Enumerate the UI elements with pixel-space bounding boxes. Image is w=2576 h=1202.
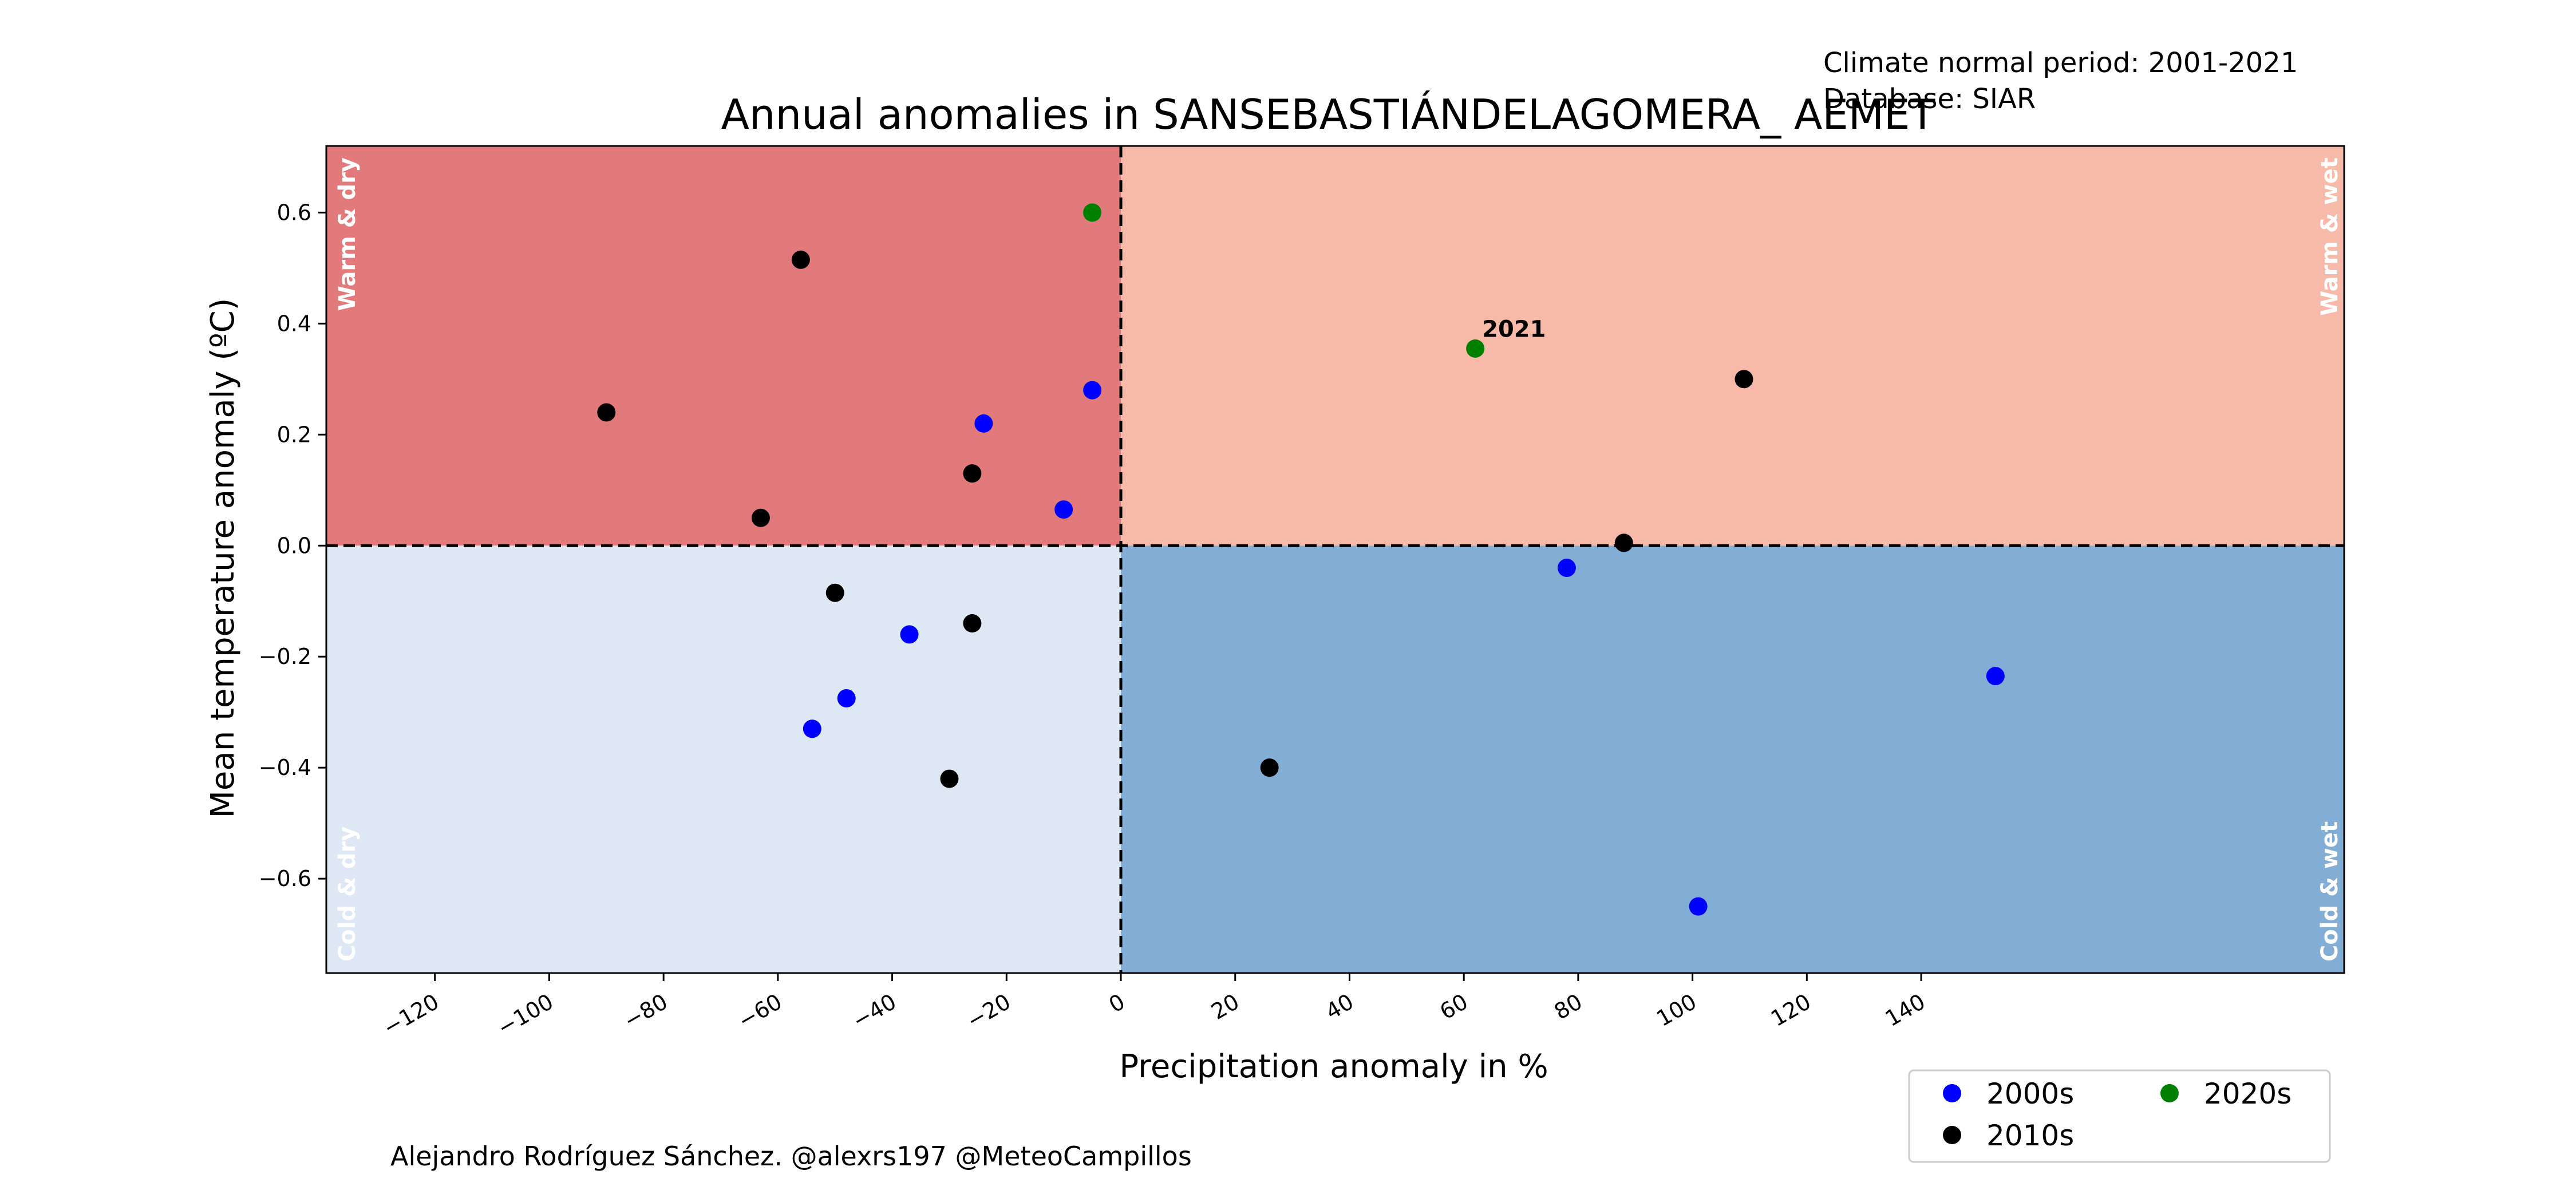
data-point-2000s — [1557, 559, 1576, 578]
data-point-2000s — [1054, 500, 1073, 519]
data-point-2010s — [751, 508, 770, 527]
x-tick-label: −20 — [962, 989, 1014, 1034]
x-tick-label: 80 — [1550, 989, 1587, 1025]
data-point-2000s — [837, 689, 856, 707]
x-tick-label: 100 — [1652, 989, 1701, 1031]
y-tick-label: 0.4 — [277, 311, 311, 336]
legend-items: 2000s 2010s 2020s — [1943, 1077, 2291, 1152]
data-point-2000s — [974, 414, 993, 433]
data-points — [597, 203, 2005, 916]
quadrant-cold-wet — [1121, 545, 2344, 973]
data-point-2010s — [1735, 370, 1753, 389]
data-point-2010s — [963, 464, 982, 483]
legend-marker-2020s — [2160, 1084, 2179, 1102]
data-point-2010s — [1614, 533, 1633, 552]
x-tick-label: −100 — [493, 989, 558, 1041]
point-annotation: 2021 — [1482, 317, 1546, 343]
plot-frame — [325, 145, 2345, 974]
data-point-2010s — [791, 250, 810, 269]
y-tick-label: 0.0 — [277, 533, 311, 558]
author-credit: Alejandro Rodríguez Sánchez. @alexrs197 … — [390, 1141, 1192, 1172]
y-tick-label: 0.6 — [277, 200, 311, 225]
x-tick-label: 120 — [1767, 989, 1815, 1031]
x-tick-label: −60 — [734, 989, 786, 1034]
quadrant-cold-dry — [326, 545, 1121, 973]
database-note: Database: SIAR — [1823, 83, 2036, 115]
data-point-2020s — [1466, 339, 1485, 358]
data-point-2000s — [1083, 381, 1102, 400]
legend-marker-2010s — [1943, 1126, 1961, 1144]
x-tick-label: 140 — [1881, 989, 1930, 1031]
data-point-2000s — [1986, 667, 2005, 686]
chart-title: Annual anomalies in SANSEBASTIÁNDELAGOME… — [721, 90, 1936, 139]
data-point-2020s — [1083, 203, 1102, 222]
x-tick-label: 40 — [1321, 989, 1358, 1025]
legend-label-2020s: 2020s — [2204, 1077, 2291, 1110]
quadrant-label-cold-wet: Cold & wet — [2317, 821, 2343, 962]
quadrant-label-warm-dry: Warm & dry — [334, 157, 361, 311]
data-point-2000s — [803, 719, 821, 738]
quadrant-label-cold-dry: Cold & dry — [334, 827, 361, 962]
legend-marker-2000s — [1943, 1084, 1961, 1102]
x-tick-label: 20 — [1207, 989, 1243, 1025]
data-point-2010s — [825, 583, 844, 602]
data-point-2010s — [1260, 758, 1279, 777]
normal-period-note: Climate normal period: 2001-2021 — [1823, 47, 2298, 79]
x-axis-ticks: −120 −100 −80 −60 −40 −20 0 20 40 60 80 100 120 140 — [379, 973, 1930, 1041]
data-point-2010s — [963, 614, 982, 633]
y-tick-label: 0.2 — [277, 422, 311, 447]
legend: 2000s 2010s 2020s — [1908, 1069, 2331, 1163]
legend-box — [1908, 1069, 2331, 1163]
legend-label-2000s: 2000s — [1986, 1077, 2074, 1110]
y-tick-label: −0.2 — [259, 644, 311, 669]
x-tick-label: 60 — [1436, 989, 1472, 1025]
x-tick-label: −40 — [848, 989, 900, 1034]
data-point-2010s — [597, 403, 616, 422]
quadrant-warm-wet — [1121, 146, 2344, 546]
quadrant-label-warm-wet: Warm & wet — [2317, 157, 2343, 316]
y-tick-label: −0.6 — [259, 866, 311, 891]
x-tick-label: −120 — [379, 989, 443, 1041]
x-tick-label: 0 — [1105, 989, 1129, 1018]
data-point-2010s — [940, 769, 959, 788]
y-tick-label: −0.4 — [259, 755, 311, 780]
quadrant-backgrounds — [326, 146, 2344, 973]
legend-label-2010s: 2010s — [1986, 1119, 2074, 1152]
y-axis-ticks: 0.6 0.4 0.2 0.0 −0.2 −0.4 −0.6 — [259, 200, 326, 891]
y-axis-label: Mean temperature anomaly (ºC) — [204, 298, 242, 819]
data-point-2000s — [900, 625, 919, 644]
annotations: 2021 — [1482, 317, 1546, 343]
x-axis-label: Precipitation anomaly in % — [1119, 1048, 1548, 1085]
x-tick-label: −80 — [619, 989, 671, 1034]
data-point-2000s — [1689, 897, 1708, 916]
quadrant-warm-dry — [326, 146, 1121, 546]
